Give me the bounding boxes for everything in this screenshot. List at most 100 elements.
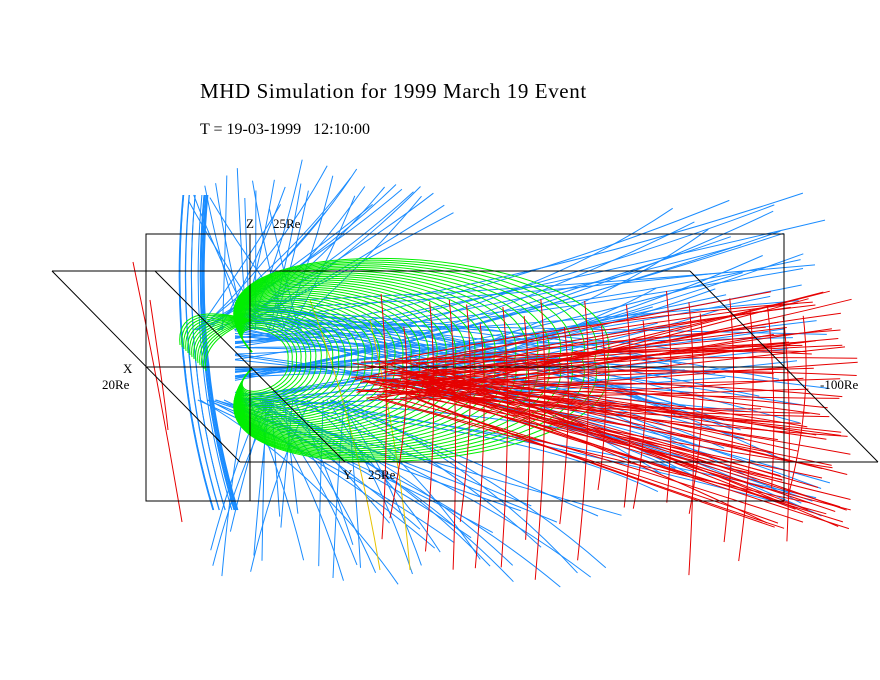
closed-field-line (236, 297, 388, 423)
tail-field-line (380, 293, 387, 540)
open-field-line (207, 168, 358, 331)
figure-subtitle: T = 19-03-1999 12:10:00 (200, 121, 370, 138)
tail-field-line (353, 362, 799, 452)
tail-field-line (375, 379, 783, 481)
open-field-line (179, 194, 215, 511)
closed-field-line (237, 299, 380, 421)
closed-field-line (203, 319, 253, 370)
tail-field-line (400, 361, 858, 399)
open-field-line (234, 273, 712, 310)
open-field-line (234, 328, 784, 378)
closed-field-line (235, 286, 438, 434)
figure-title: MHD Simulation for 1999 March 19 Event (200, 79, 587, 103)
closed-field-line (241, 324, 297, 396)
tail-field-line (459, 304, 471, 522)
open-field-line (196, 177, 352, 331)
z-axis-letter: Z (246, 216, 254, 231)
open-field-line (261, 399, 267, 561)
tail-field-line (399, 398, 804, 523)
x-axis-far-extent: -100Re (820, 377, 859, 392)
closed-field-line (187, 318, 253, 354)
closed-field-line (242, 328, 289, 392)
closed-field-line (238, 312, 333, 408)
tail-field-line (378, 398, 779, 524)
open-field-line (203, 194, 239, 511)
open-field-line (234, 259, 801, 339)
tail-field-line (132, 261, 183, 523)
closed-field-line (239, 313, 328, 407)
tail-field-line (401, 327, 787, 379)
tail-field-line (380, 388, 809, 401)
closed-field-line (199, 319, 253, 366)
open-field-line (330, 399, 481, 560)
tail-field-line (410, 344, 803, 380)
open-field-line (246, 399, 421, 530)
closed-field-line (233, 259, 597, 461)
open-field-line (248, 399, 305, 561)
x-axis-extent: 20Re (102, 377, 130, 392)
open-field-line (296, 399, 532, 507)
tail-field-line (425, 301, 435, 552)
tail-field-line (354, 291, 771, 381)
closed-field-line (197, 319, 253, 364)
tail-field-line (387, 301, 813, 362)
tail-field-line (559, 327, 569, 525)
tail-field-line (382, 389, 832, 466)
open-field-line (201, 194, 237, 511)
tail-field-line (429, 389, 762, 410)
tail-field-line (401, 369, 817, 436)
y-axis (154, 270, 346, 463)
y-axis-extent: 25Re (368, 467, 396, 482)
tail-field-line (376, 379, 851, 455)
tail-field-line (788, 315, 807, 495)
tail-field-line (385, 399, 811, 504)
closed-field-line (237, 302, 366, 418)
tail-field-line (375, 357, 858, 365)
tail-field-line (387, 344, 843, 375)
tail-field-line (424, 363, 796, 510)
tail-field-line (723, 298, 735, 543)
tail-field-line (597, 325, 607, 490)
tail-field-line (356, 388, 830, 418)
y-axis-letter: Y (343, 467, 353, 482)
tail-field-line (389, 326, 408, 519)
tail-field-line (383, 385, 785, 529)
closed-field-line (201, 319, 253, 368)
closed-field-line (241, 326, 293, 394)
tail-field-line (425, 329, 841, 373)
tail-field-line (423, 370, 857, 381)
tail-field-line (415, 350, 812, 365)
open-field-line (194, 188, 403, 331)
open-field-line (342, 399, 578, 574)
open-field-line (178, 194, 214, 511)
closed-field-line (238, 310, 340, 410)
closed-field-line (240, 321, 307, 399)
closed-field-line (185, 317, 253, 352)
tail-field-line (623, 304, 632, 508)
open-field-line (234, 272, 743, 378)
tail-field-line (688, 313, 704, 514)
tail-field-line (383, 370, 842, 433)
tail-field-line (577, 300, 589, 561)
tail-field-line (534, 299, 546, 580)
open-field-line (234, 337, 793, 349)
tail-field-line (402, 380, 808, 428)
reference-frame (51, 233, 879, 502)
closed-field-line (235, 284, 447, 436)
tail-field-line (352, 302, 799, 372)
yellow-field-line (369, 319, 411, 571)
tail-field-line (424, 381, 810, 414)
closed-field-line (240, 322, 302, 398)
closed-field-line (236, 293, 404, 427)
tail-field-line (403, 372, 819, 488)
closed-field-line (205, 319, 253, 372)
open-field-line (261, 399, 491, 567)
open-field-line (198, 165, 328, 331)
tail-field-line (403, 384, 836, 512)
tail-field-line (523, 316, 531, 540)
open-field-line (318, 399, 324, 567)
tail-field-line (782, 316, 790, 542)
closed-field-line (191, 319, 253, 358)
tail-field-lines (132, 261, 858, 580)
closed-field-line (193, 319, 253, 360)
